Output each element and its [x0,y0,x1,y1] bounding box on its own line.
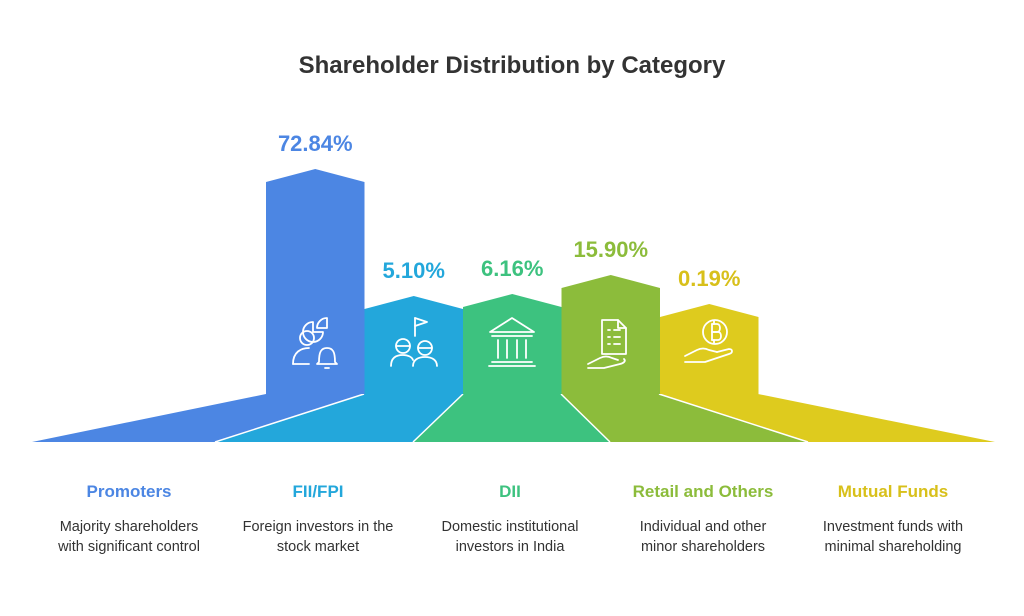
description-promoters: Majority shareholders with significant c… [29,517,229,557]
category-label-dii: DII [499,482,521,501]
floor-segment-retail [561,394,808,442]
floor-divider-2 [560,393,611,443]
description-line: Investment funds with [822,519,964,535]
bar-mutual [660,304,759,394]
people-flag-icon [390,317,438,367]
description-dii: Domestic institutional investors in Indi… [410,517,610,557]
floor-divider-1 [412,393,464,443]
description-line: Domestic institutional [441,519,579,535]
description-line: minimal shareholding [824,539,962,555]
category-label-mutual: Mutual Funds [837,482,949,501]
description-line: Majority shareholders [59,519,199,535]
category-label-promoters: Promoters [86,482,172,501]
category-label-fii: FII/FPI [292,482,344,501]
value-label-dii: 6.16% [481,256,543,281]
value-label-fii: 5.10% [383,258,445,283]
description-line: Foreign investors in the [242,519,394,535]
category-label-retail: Retail and Others [632,482,774,501]
hand-document-icon [587,319,627,369]
bar-fii [364,296,463,394]
floor-segment-mutual [659,394,995,442]
floor-divider-0 [214,393,365,443]
bar-promoters [266,169,365,394]
description-retail: Individual and other minor shareholders [603,517,803,557]
value-label-retail: 15.90% [573,237,648,262]
description-line: investors in India [455,539,565,555]
hand-coin-icon [684,319,733,363]
description-line: stock market [276,539,360,555]
description-mutual: Investment funds with minimal shareholdi… [793,517,993,557]
description-line: with significant control [58,539,200,555]
floor-segment-fii [215,394,463,442]
description-line: minor shareholders [640,539,766,555]
description-line: Individual and other [639,519,767,535]
chart-title: Shareholder Distribution by Category [298,52,726,79]
bar-retail [561,275,660,394]
floor-divider-3 [658,393,809,443]
value-label-mutual: 0.19% [678,266,740,291]
value-label-promoters: 72.84% [278,131,353,156]
bank-building-icon [488,317,536,367]
description-fii: Foreign investors in the stock market [218,517,418,557]
user-pie-bell-icon [292,317,338,369]
bar-dii [463,294,562,394]
floor-segment-dii [413,394,610,442]
floor-segment-promoters [32,394,364,442]
